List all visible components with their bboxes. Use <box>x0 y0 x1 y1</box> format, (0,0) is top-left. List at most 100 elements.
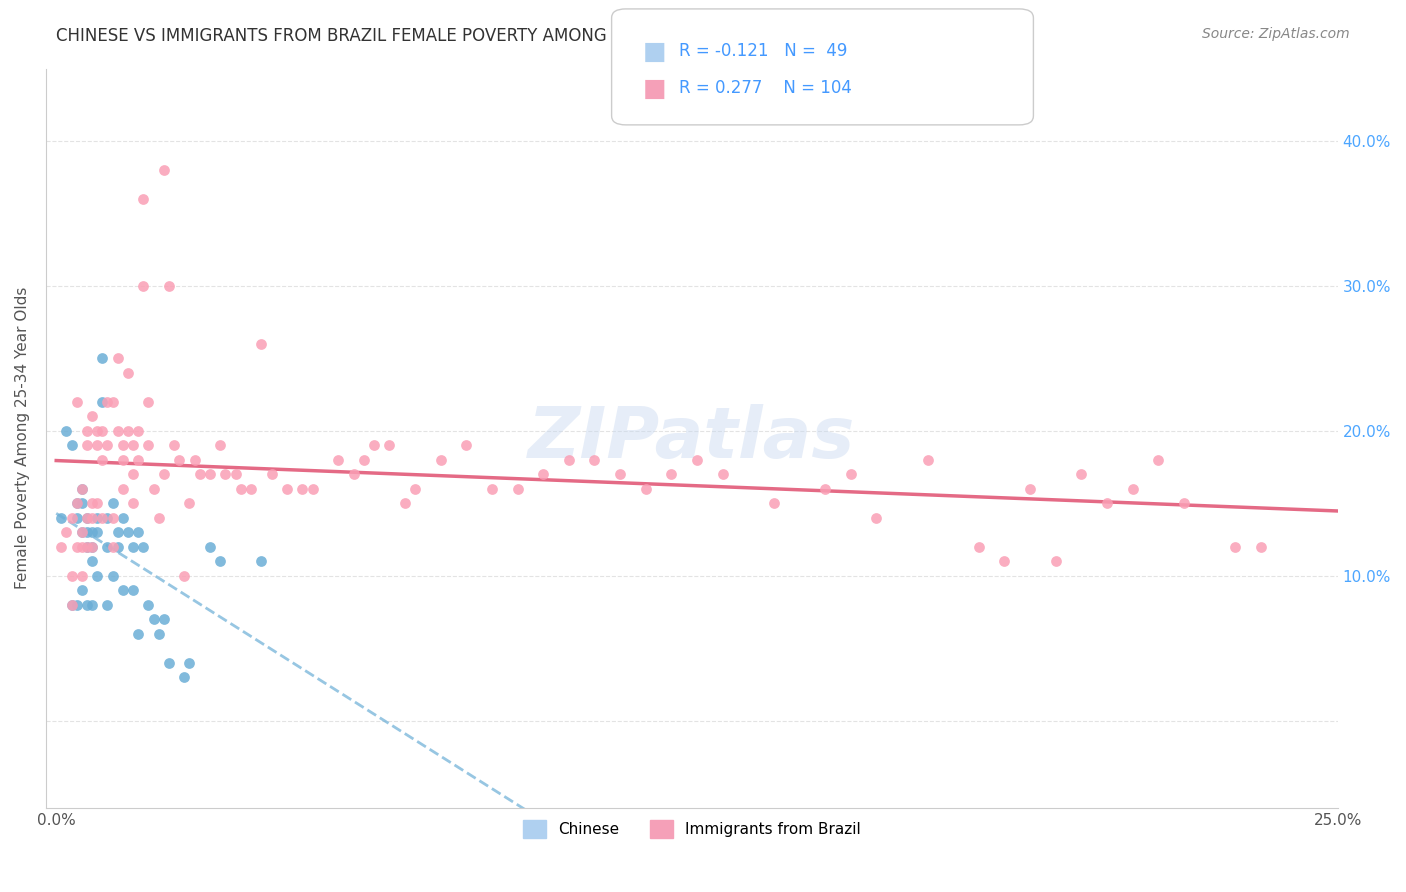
Point <box>839 467 862 482</box>
Point <box>91 453 114 467</box>
Point <box>101 496 124 510</box>
Point <box>1122 482 1144 496</box>
Point <box>82 511 104 525</box>
Point <box>82 409 104 424</box>
Point <box>111 511 134 525</box>
Point <box>66 395 89 409</box>
Point <box>153 163 176 178</box>
Point <box>66 598 89 612</box>
Point <box>326 453 349 467</box>
Point <box>404 482 426 496</box>
Point <box>456 438 478 452</box>
Point <box>82 540 104 554</box>
Point <box>153 467 176 482</box>
Point <box>91 351 114 366</box>
Point <box>214 467 236 482</box>
Point <box>179 656 201 670</box>
Text: R = 0.277    N = 104: R = 0.277 N = 104 <box>679 79 852 97</box>
Point <box>378 438 401 452</box>
Point <box>1223 540 1246 554</box>
Point <box>1045 554 1067 568</box>
Point <box>70 496 93 510</box>
Point <box>1095 496 1118 510</box>
Point <box>225 467 247 482</box>
Point <box>127 627 149 641</box>
Point <box>107 351 129 366</box>
Point <box>122 467 145 482</box>
Point <box>107 540 129 554</box>
Point <box>117 366 139 380</box>
Point <box>814 482 837 496</box>
Point <box>865 511 887 525</box>
Point <box>762 496 785 510</box>
Point <box>429 453 451 467</box>
Point <box>250 554 273 568</box>
Legend: Chinese, Immigrants from Brazil: Chinese, Immigrants from Brazil <box>517 814 866 845</box>
Point <box>96 540 118 554</box>
Point <box>609 467 631 482</box>
Point <box>111 453 134 467</box>
Point <box>76 598 98 612</box>
Point <box>91 424 114 438</box>
Point <box>148 627 170 641</box>
Point <box>111 438 134 452</box>
Point <box>583 453 606 467</box>
Point <box>86 496 108 510</box>
Point <box>86 511 108 525</box>
Point <box>157 279 180 293</box>
Point <box>188 467 211 482</box>
Point <box>66 496 89 510</box>
Text: Source: ZipAtlas.com: Source: ZipAtlas.com <box>1202 27 1350 41</box>
Point <box>86 569 108 583</box>
Point <box>70 540 93 554</box>
Point <box>353 453 375 467</box>
Point <box>76 540 98 554</box>
Point <box>107 525 129 540</box>
Point <box>122 438 145 452</box>
Point <box>66 511 89 525</box>
Point <box>127 424 149 438</box>
Point <box>96 395 118 409</box>
Point <box>101 511 124 525</box>
Point <box>76 511 98 525</box>
Point <box>82 525 104 540</box>
Point <box>260 467 283 482</box>
Point <box>558 453 581 467</box>
Point <box>82 496 104 510</box>
Text: R = -0.121   N =  49: R = -0.121 N = 49 <box>679 42 848 60</box>
Point <box>55 525 77 540</box>
Point <box>55 424 77 438</box>
Point <box>153 612 176 626</box>
Point <box>993 554 1015 568</box>
Point <box>138 438 160 452</box>
Y-axis label: Female Poverty Among 25-34 Year Olds: Female Poverty Among 25-34 Year Olds <box>15 287 30 590</box>
Point <box>111 583 134 598</box>
Point <box>240 482 263 496</box>
Point <box>122 496 145 510</box>
Point <box>711 467 734 482</box>
Point <box>96 438 118 452</box>
Point <box>91 511 114 525</box>
Point <box>132 540 155 554</box>
Point <box>107 424 129 438</box>
Point <box>198 540 221 554</box>
Point <box>70 583 93 598</box>
Point <box>342 467 364 482</box>
Point <box>1250 540 1272 554</box>
Point <box>117 424 139 438</box>
Point <box>394 496 416 510</box>
Point <box>101 540 124 554</box>
Point <box>60 438 83 452</box>
Point <box>101 569 124 583</box>
Point <box>66 540 89 554</box>
Point <box>66 496 89 510</box>
Point <box>1147 453 1170 467</box>
Point <box>167 453 190 467</box>
Point <box>229 482 252 496</box>
Point <box>481 482 503 496</box>
Point <box>70 525 93 540</box>
Point <box>86 424 108 438</box>
Text: CHINESE VS IMMIGRANTS FROM BRAZIL FEMALE POVERTY AMONG 25-34 YEAR OLDS CORRELATI: CHINESE VS IMMIGRANTS FROM BRAZIL FEMALE… <box>56 27 945 45</box>
Point <box>132 192 155 206</box>
Point <box>70 569 93 583</box>
